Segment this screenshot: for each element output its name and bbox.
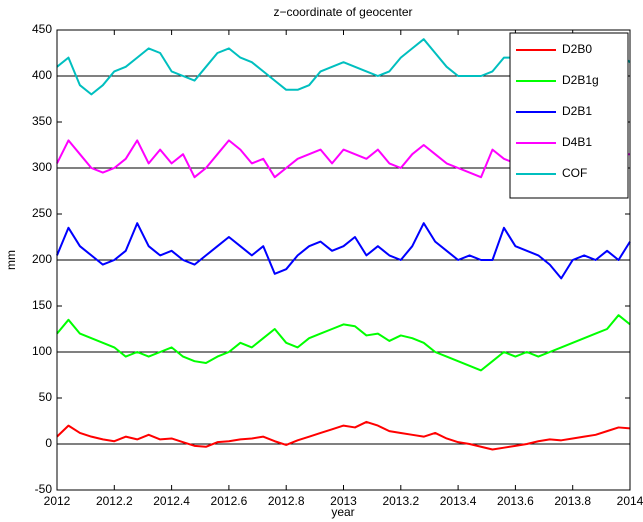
legend-label: D2B0 xyxy=(562,42,592,56)
x-tick-label: 2012.4 xyxy=(153,494,190,508)
y-axis-label: mm xyxy=(4,250,18,270)
legend-label: D2B1g xyxy=(562,73,599,87)
legend-label: COF xyxy=(562,166,587,180)
y-tick-label: 450 xyxy=(32,22,52,36)
legend-label: D4B1 xyxy=(562,135,592,149)
y-tick-label: -50 xyxy=(35,482,53,496)
y-tick-label: 50 xyxy=(39,390,53,404)
y-tick-label: 350 xyxy=(32,114,52,128)
y-tick-label: 400 xyxy=(32,68,52,82)
x-tick-label: 2012 xyxy=(44,494,71,508)
x-tick-label: 2013.2 xyxy=(382,494,419,508)
y-tick-label: 150 xyxy=(32,298,52,312)
x-tick-label: 2013.6 xyxy=(497,494,534,508)
x-tick-label: 2012.8 xyxy=(268,494,305,508)
series-line xyxy=(56,420,631,451)
series-line xyxy=(56,314,631,372)
x-axis-label: year xyxy=(331,505,354,519)
x-tick-label: 2013 xyxy=(330,494,357,508)
y-tick-label: 200 xyxy=(32,252,52,266)
y-tick-label: 300 xyxy=(32,160,52,174)
plot-border xyxy=(56,29,631,491)
chart-title: z−coordinate of geocenter xyxy=(273,5,412,19)
x-tick-label: 2014 xyxy=(617,494,643,508)
x-tick-label: 2012.2 xyxy=(96,494,133,508)
legend-label: D2B1 xyxy=(562,104,592,118)
y-tick-label: 0 xyxy=(45,436,52,450)
x-tick-label: 2013.8 xyxy=(554,494,591,508)
x-tick-label: 2012.6 xyxy=(211,494,248,508)
y-tick-label: 250 xyxy=(32,206,52,220)
legend-box xyxy=(509,32,629,199)
series-line xyxy=(56,222,631,280)
x-tick-label: 2013.4 xyxy=(440,494,477,508)
y-tick-label: 100 xyxy=(32,344,52,358)
